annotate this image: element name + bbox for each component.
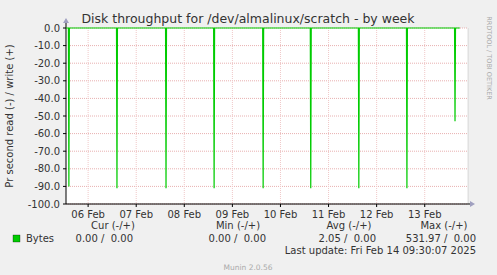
x-axis-arrow	[470, 201, 475, 207]
legend-swatch	[13, 235, 20, 242]
x-tick-label: 09 Feb	[216, 209, 250, 220]
y-grid-line	[66, 151, 468, 152]
summary-value: 0.00 / 0.00	[209, 233, 266, 244]
plot-right-edge	[468, 28, 469, 204]
y-tick-label: -60.0	[34, 128, 60, 139]
y-tick-label: -10.0	[34, 40, 60, 51]
y-grid-line	[66, 186, 468, 187]
y-tick-label: 0.0	[44, 23, 60, 34]
x-axis	[66, 204, 470, 205]
x-tick-label: 07 Feb	[119, 209, 153, 220]
y-tick-label: -70.0	[34, 146, 60, 157]
series-line	[66, 28, 460, 188]
y-tick-label: -20.0	[34, 58, 60, 69]
x-grid-line	[88, 28, 89, 204]
x-tick-label: 10 Feb	[264, 209, 298, 220]
y-tick-label: -50.0	[34, 111, 60, 122]
x-grid-line	[280, 28, 281, 204]
y-tick-label: -90.0	[34, 181, 60, 192]
x-grid-line	[232, 28, 233, 204]
background	[0, 0, 497, 275]
y-grid-line	[66, 133, 468, 134]
page: {"chart_data": {"type": "line", "title":…	[0, 0, 497, 275]
y-tick-label: -30.0	[34, 75, 60, 86]
x-grid-line	[376, 28, 377, 204]
x-grid-line	[328, 28, 329, 204]
x-tick-label: 12 Feb	[360, 209, 394, 220]
x-grid-line	[184, 28, 185, 204]
last-update: Last update: Fri Feb 14 09:30:07 2025	[285, 245, 476, 256]
y-axis-label: Pr second read (-) / write (+)	[4, 44, 15, 187]
summary-header: Min (-/+)	[216, 220, 260, 231]
x-tick-label: 11 Feb	[312, 209, 346, 220]
x-tick-label: 08 Feb	[167, 209, 201, 220]
summary-header: Max (-/+)	[420, 220, 467, 231]
chart: Disk throughput for /dev/almalinux/scrat…	[0, 0, 497, 275]
y-grid-line	[66, 168, 468, 169]
summary-value: 2.05 / 0.00	[319, 233, 376, 244]
summary-header: Avg (-/+)	[327, 220, 372, 231]
footer: Munin 2.0.56	[223, 263, 272, 272]
summary-value: 531.97 / 0.00	[406, 233, 476, 244]
y-axis	[66, 23, 67, 204]
watermark: RRDTOOL / TOBI OETIKER	[485, 16, 493, 100]
x-tick-label: 06 Feb	[71, 209, 105, 220]
x-grid-line	[424, 28, 425, 204]
summary-value: 0.00 / 0.00	[76, 233, 133, 244]
legend-label: Bytes	[26, 233, 54, 244]
x-tick-label: 13 Feb	[408, 209, 442, 220]
x-grid-line	[136, 28, 137, 204]
y-tick-label: -100.0	[28, 199, 60, 210]
title: Disk throughput for /dev/almalinux/scrat…	[81, 11, 415, 26]
plot-area	[66, 28, 468, 204]
y-tick-label: -80.0	[34, 163, 60, 174]
summary-header: Cur (-/+)	[91, 220, 135, 231]
y-axis-arrow	[63, 18, 69, 23]
marks	[66, 28, 460, 188]
y-tick-label: -40.0	[34, 93, 60, 104]
